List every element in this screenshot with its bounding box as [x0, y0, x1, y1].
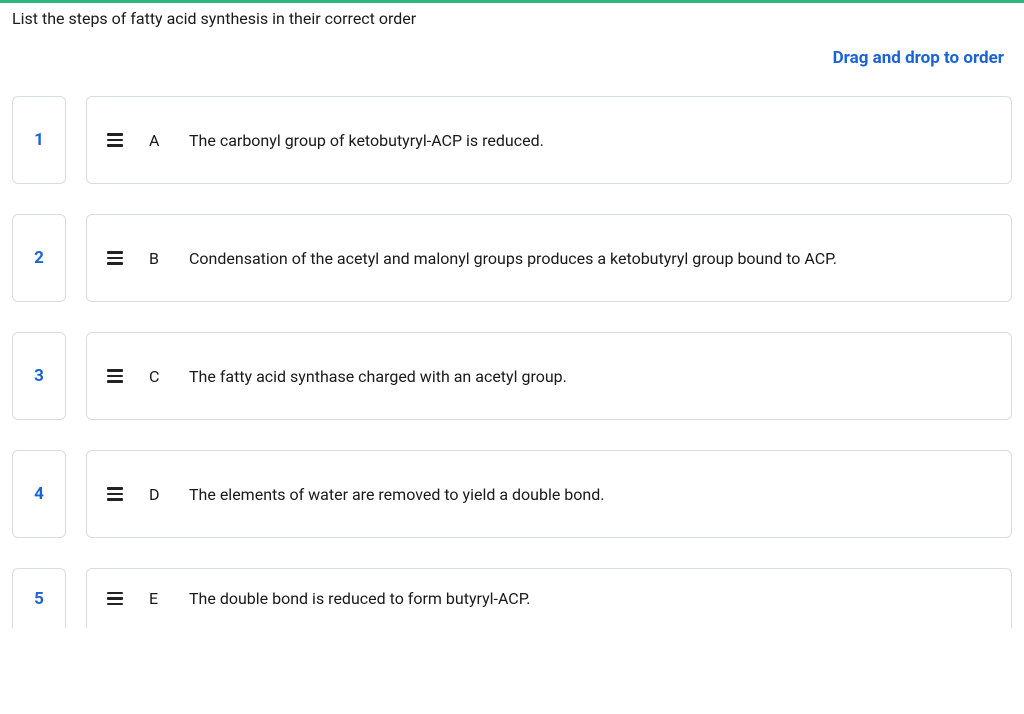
item-letter: A — [149, 131, 163, 150]
answer-rows: 1 A The carbonyl group of ketobutyryl-AC… — [12, 96, 1012, 628]
item-letter: E — [149, 589, 163, 608]
draggable-item[interactable]: B Condensation of the acetyl and malonyl… — [86, 214, 1012, 302]
order-row: 2 B Condensation of the acetyl and malon… — [12, 214, 1012, 302]
item-description: The carbonyl group of ketobutyryl-ACP is… — [189, 131, 544, 150]
position-number: 2 — [34, 248, 44, 268]
question-container: List the steps of fatty acid synthesis i… — [0, 3, 1024, 628]
position-box: 1 — [12, 96, 66, 184]
item-description: The elements of water are removed to yie… — [189, 485, 604, 504]
order-row: 5 E The double bond is reduced to form b… — [12, 568, 1012, 628]
position-number: 4 — [34, 484, 44, 504]
draggable-item[interactable]: A The carbonyl group of ketobutyryl-ACP … — [86, 96, 1012, 184]
position-number: 5 — [34, 589, 44, 609]
position-box: 2 — [12, 214, 66, 302]
order-row: 1 A The carbonyl group of ketobutyryl-AC… — [12, 96, 1012, 184]
position-box: 5 — [12, 568, 66, 628]
draggable-item[interactable]: E The double bond is reduced to form but… — [86, 568, 1012, 628]
item-description: Condensation of the acetyl and malonyl g… — [189, 249, 837, 268]
draggable-item[interactable]: D The elements of water are removed to y… — [86, 450, 1012, 538]
order-row: 3 C The fatty acid synthase charged with… — [12, 332, 1012, 420]
item-letter: C — [149, 367, 163, 386]
drag-instruction: Drag and drop to order — [12, 48, 1012, 68]
position-number: 3 — [34, 366, 44, 386]
item-letter: B — [149, 249, 163, 268]
drag-handle-icon[interactable] — [107, 251, 123, 265]
draggable-item[interactable]: C The fatty acid synthase charged with a… — [86, 332, 1012, 420]
drag-handle-icon[interactable] — [107, 592, 123, 606]
item-description: The double bond is reduced to form butyr… — [189, 589, 531, 608]
item-description: The fatty acid synthase charged with an … — [189, 367, 567, 386]
item-letter: D — [149, 485, 163, 504]
drag-handle-icon[interactable] — [107, 487, 123, 501]
order-row: 4 D The elements of water are removed to… — [12, 450, 1012, 538]
position-box: 3 — [12, 332, 66, 420]
position-box: 4 — [12, 450, 66, 538]
question-prompt: List the steps of fatty acid synthesis i… — [12, 9, 1012, 28]
drag-handle-icon[interactable] — [107, 369, 123, 383]
drag-handle-icon[interactable] — [107, 133, 123, 147]
position-number: 1 — [34, 130, 44, 150]
